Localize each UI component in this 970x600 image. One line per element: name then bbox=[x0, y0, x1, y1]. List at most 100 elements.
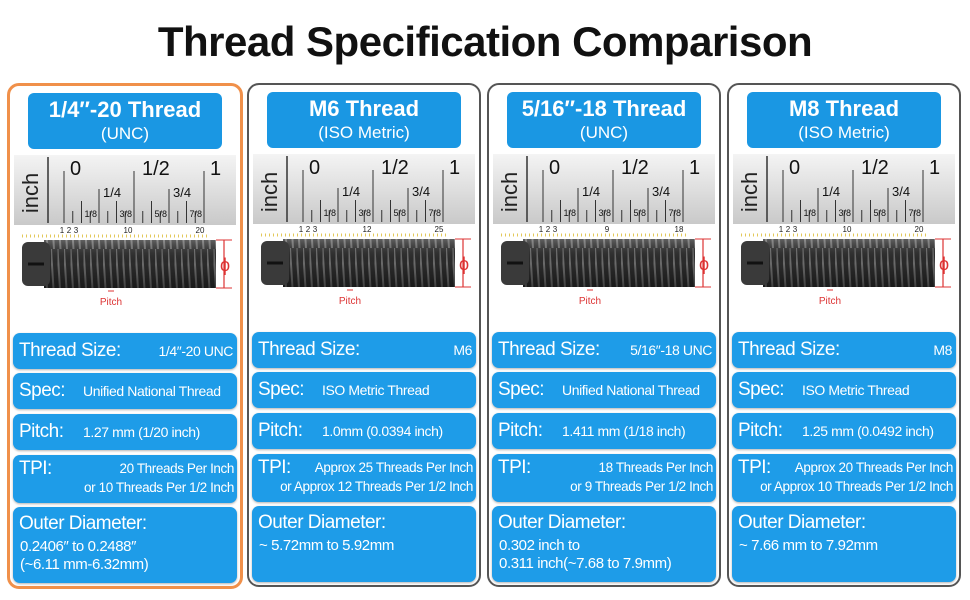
card-subtitle: (ISO Metric) bbox=[798, 123, 890, 142]
ruler-eighth-label: 1/8 bbox=[85, 209, 98, 219]
ruler-major-label: 1/2 bbox=[142, 158, 170, 180]
spec-row: Spec: ISO Metric Thread bbox=[732, 372, 956, 408]
count-label: 20 bbox=[196, 226, 205, 235]
count-label: 3 bbox=[553, 225, 558, 234]
pitch-label: Pitch bbox=[339, 296, 361, 307]
spec-value: M8 bbox=[933, 342, 952, 358]
spec-value: 1.411 mm (1/18 inch) bbox=[562, 423, 686, 439]
count-label: 3 bbox=[74, 226, 79, 235]
spec-value: 1/4″-20 UNC bbox=[158, 343, 234, 359]
spec-value: Unified National Thread bbox=[83, 383, 221, 399]
spec-value-wrap: 5/16″-18 UNC bbox=[492, 342, 712, 360]
spec-row: Outer Diameter: ~ 5.72mm to 5.92mm bbox=[252, 506, 476, 582]
ruler-unit: inch bbox=[18, 173, 43, 213]
ruler-eighth-label: 3/8 bbox=[599, 208, 612, 218]
card-header: 1/4″-20 Thread (UNC) bbox=[28, 93, 222, 149]
card-title: 5/16″-18 Thread bbox=[521, 96, 687, 121]
spec-label: Spec: bbox=[498, 379, 545, 400]
spec-value: 5/16″-18 UNC bbox=[630, 342, 712, 358]
spec-row: Thread Size: M8 bbox=[732, 332, 956, 368]
card-subtitle: (UNC) bbox=[579, 123, 629, 142]
ruler-quarter-label: 3/4 bbox=[892, 184, 910, 199]
spec-value: 0.302 inch to bbox=[499, 537, 580, 554]
count-label: 9 bbox=[605, 225, 610, 234]
spec-row: Pitch: 1.411 mm (1/18 inch) bbox=[492, 413, 716, 449]
spec-value-wrap: ~ 5.72mm to 5.92mm bbox=[259, 537, 394, 555]
ruler-major-label: 1 bbox=[689, 157, 700, 179]
card-header: 5/16″-18 Thread (UNC) bbox=[507, 92, 701, 148]
ruler-unit: inch bbox=[737, 172, 762, 212]
ruler-eighth-label: 3/8 bbox=[839, 208, 852, 218]
spec-row: Pitch: 1.0mm (0.0394 inch) bbox=[252, 413, 476, 449]
spec-value-wrap: Approx 25 Threads Per Inch or Approx 12 T… bbox=[280, 458, 473, 496]
ruler-quarter-label: 1/4 bbox=[822, 184, 840, 199]
spec-row: Outer Diameter: 0.2406″ to 0.2488″ (~6.11 … bbox=[13, 507, 237, 583]
spec-label: Outer Diameter: bbox=[498, 512, 626, 533]
spec-label: Outer Diameter: bbox=[258, 512, 386, 533]
spec-card: 5/16″-18 Thread (UNC) inch 0 1/2 1 1/4 3/4 1/8 3/… bbox=[487, 83, 721, 587]
ruler-eighth-label: 3/8 bbox=[359, 208, 372, 218]
spec-label: Thread Size: bbox=[19, 340, 121, 361]
spec-value: 1.25 mm (0.0492 inch) bbox=[802, 423, 934, 439]
spec-label: Pitch: bbox=[498, 420, 543, 441]
spec-row: Pitch: 1.27 mm (1/20 inch) bbox=[13, 414, 237, 450]
spec-value: 0.311 inch(~7.68 to 7.9mm) bbox=[499, 555, 672, 572]
count-label: 2 bbox=[786, 225, 791, 234]
ruler-eighth-label: 7/8 bbox=[429, 208, 442, 218]
spec-value-wrap: Unified National Thread bbox=[13, 383, 233, 401]
spec-value-wrap: ~ 7.66 mm to 7.92mm bbox=[739, 537, 878, 555]
spec-label: TPI: bbox=[258, 457, 291, 478]
ruler-unit: inch bbox=[497, 172, 522, 212]
spec-value-wrap: 1.25 mm (0.0492 inch) bbox=[732, 423, 952, 441]
ruler-major-label: 0 bbox=[789, 157, 800, 179]
spec-card: 1/4″-20 Thread (UNC) inch 0 1/2 1 1/4 3/4 1/8 3/8… bbox=[7, 83, 243, 589]
ruler-unit: inch bbox=[257, 172, 282, 212]
spec-row: Spec: Unified National Thread bbox=[492, 372, 716, 408]
spec-row: Thread Size: M6 bbox=[252, 332, 476, 368]
ruler-eighth-label: 7/8 bbox=[909, 208, 922, 218]
pitch-label: Pitch bbox=[819, 296, 841, 307]
ruler-major-label: 1 bbox=[929, 157, 940, 179]
diameter-symbol: ϕ bbox=[939, 254, 949, 274]
spec-value: ~ 7.66 mm to 7.92mm bbox=[739, 537, 878, 554]
spec-label: TPI: bbox=[19, 458, 52, 479]
count-label: 20 bbox=[915, 225, 924, 234]
spec-value-wrap: 0.302 inch to 0.311 inch(~7.68 to 7.9mm) bbox=[499, 537, 672, 573]
ruler-major-label: 1/2 bbox=[381, 157, 409, 179]
ruler-quarter-label: 3/4 bbox=[173, 185, 191, 200]
count-label: 1 bbox=[539, 225, 544, 234]
ruler-eighth-label: 7/8 bbox=[669, 208, 682, 218]
spec-row: Outer Diameter: 0.302 inch to 0.311 inch(~… bbox=[492, 506, 716, 582]
ruler-quarter-label: 3/4 bbox=[412, 184, 430, 199]
spec-value: or 9 Threads Per 1/2 Inch bbox=[570, 479, 713, 494]
ruler-eighth-label: 3/8 bbox=[120, 209, 133, 219]
spec-value-wrap: 1.0mm (0.0394 inch) bbox=[252, 423, 472, 441]
ruler-major-label: 1/2 bbox=[861, 157, 889, 179]
spec-row: TPI: 18 Threads Per Inch or 9 Threads Per … bbox=[492, 454, 716, 502]
spec-label: Pitch: bbox=[738, 420, 783, 441]
ruler-eighth-label: 1/8 bbox=[564, 208, 577, 218]
bolt-shade bbox=[763, 239, 935, 287]
ruler-major-label: 0 bbox=[70, 158, 81, 180]
spec-row: Spec: Unified National Thread bbox=[13, 373, 237, 409]
bolt-shade bbox=[44, 240, 216, 288]
diameter-symbol: ϕ bbox=[459, 254, 469, 274]
spec-value: 18 Threads Per Inch bbox=[598, 460, 714, 475]
spec-value-wrap: 1.27 mm (1/20 inch) bbox=[13, 424, 233, 442]
spec-row: TPI: 20 Threads Per Inch or 10 Threads Per… bbox=[13, 455, 237, 503]
card-header: M6 Thread (ISO Metric) bbox=[267, 92, 461, 148]
spec-label: Thread Size: bbox=[498, 339, 600, 360]
spec-card: M6 Thread (ISO Metric) inch 0 1/2 1 1/4 3/4 1/8 3… bbox=[247, 83, 481, 587]
ruler-major-label: 1 bbox=[210, 158, 221, 180]
ruler-eighth-label: 5/8 bbox=[874, 208, 887, 218]
spec-value: Approx 25 Threads Per Inch bbox=[314, 460, 474, 475]
ruler-eighth-label: 5/8 bbox=[634, 208, 647, 218]
spec-label: Pitch: bbox=[19, 421, 64, 442]
card-title: 1/4″-20 Thread bbox=[48, 97, 202, 122]
spec-label: Spec: bbox=[19, 380, 66, 401]
ruler-quarter-label: 3/4 bbox=[652, 184, 670, 199]
spec-value: or Approx 12 Threads Per 1/2 Inch bbox=[280, 479, 473, 494]
